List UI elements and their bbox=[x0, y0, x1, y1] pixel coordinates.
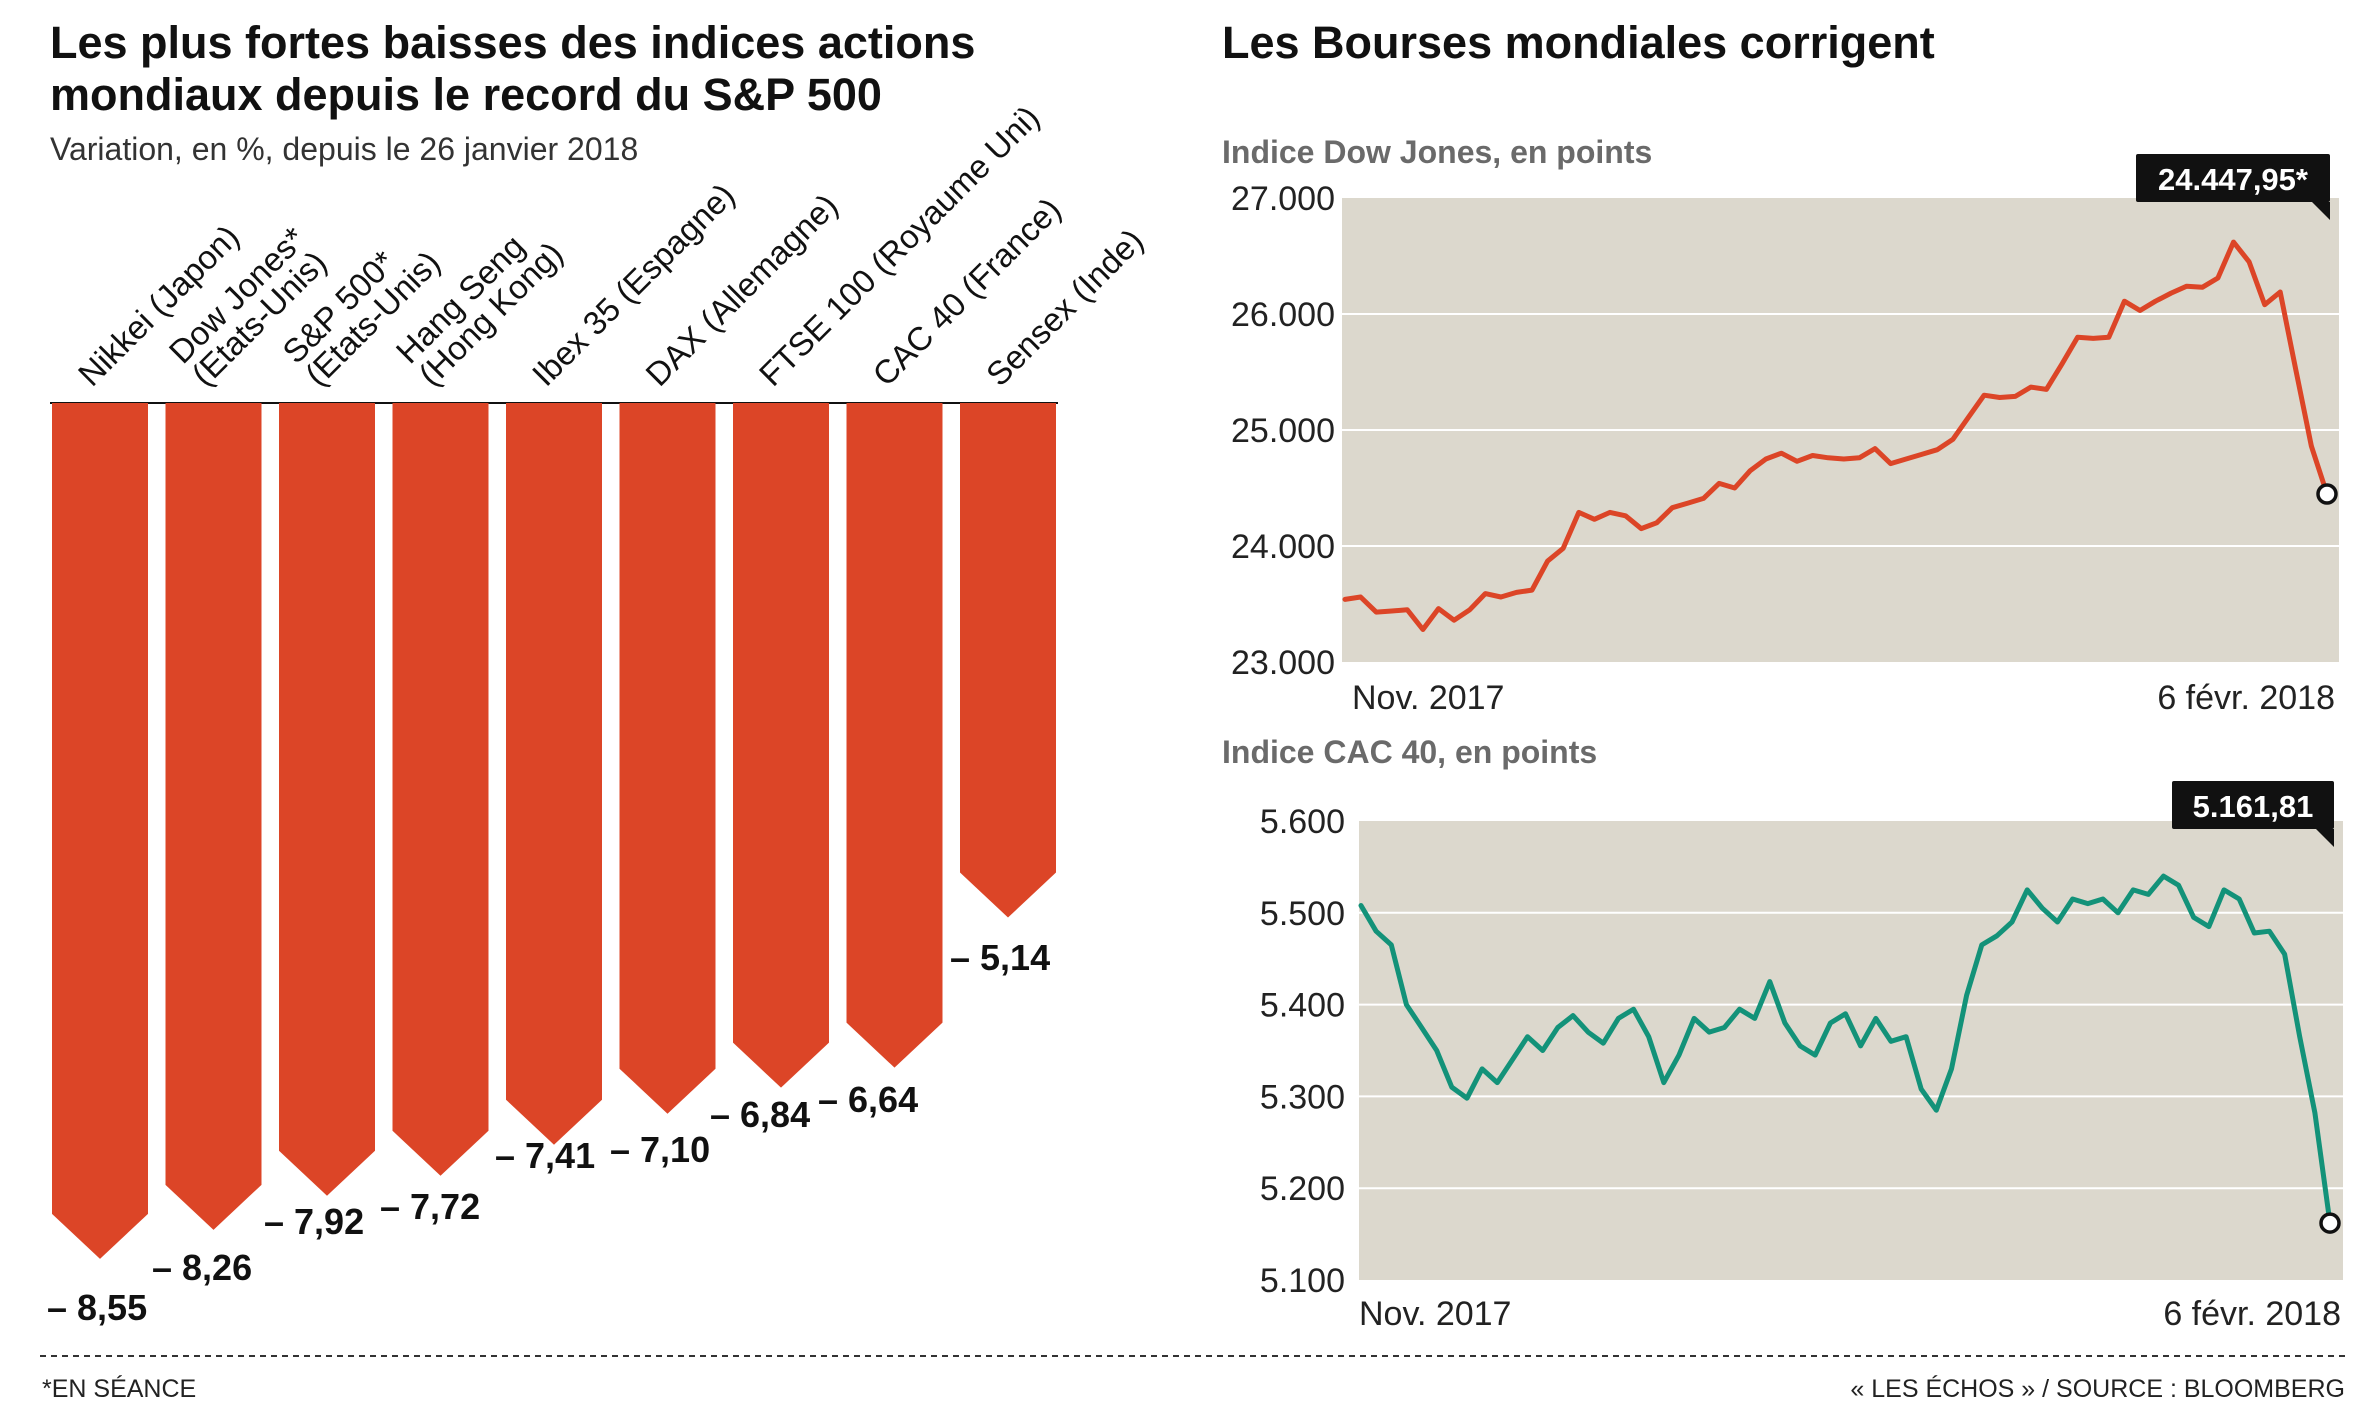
y-tick-label: 25.000 bbox=[1231, 412, 1335, 450]
bar-3 bbox=[279, 403, 375, 1196]
footer-source: « LES ÉCHOS » / SOURCE : BLOOMBERG bbox=[1850, 1374, 2345, 1403]
bar-chart-title: Les plus fortes baisses des indices acti… bbox=[50, 17, 975, 68]
y-tick-label: 5.500 bbox=[1260, 895, 1345, 933]
y-tick-label: 24.000 bbox=[1231, 528, 1335, 566]
y-tick-label: 5.300 bbox=[1260, 1078, 1345, 1116]
y-tick-label: 5.200 bbox=[1260, 1170, 1345, 1208]
bar-category-label-5: Ibex 35 (Espagne) bbox=[525, 176, 742, 393]
bar-value-labels: – 8,55– 8,26– 7,92– 7,72– 7,41– 7,10– 6,… bbox=[47, 937, 1050, 1328]
bar-chart: Les plus fortes baisses des indices acti… bbox=[47, 17, 1150, 1328]
bar-value-label-5: – 7,41 bbox=[495, 1135, 595, 1176]
dow-x-start-label: Nov. 2017 bbox=[1352, 679, 1504, 717]
bar-6 bbox=[619, 403, 716, 1114]
dow-last-point-marker bbox=[2316, 483, 2338, 505]
bar-value-label-1: – 8,55 bbox=[47, 1287, 147, 1328]
cac-last-value-flag: 5.161,81 bbox=[2172, 781, 2334, 847]
y-tick-label: 5.600 bbox=[1260, 803, 1345, 841]
bar-value-label-7: – 6,84 bbox=[710, 1094, 810, 1135]
line-charts-title: Les Bourses mondiales corrigent bbox=[1222, 17, 1935, 68]
bar-1 bbox=[52, 403, 148, 1259]
bar-chart-title-line-2: mondiaux depuis le record du S&P 500 bbox=[50, 69, 882, 120]
dow-flag-pointer bbox=[2312, 202, 2330, 220]
dow-last-value-label: 24.447,95* bbox=[2158, 162, 2309, 197]
bar-7 bbox=[733, 403, 829, 1088]
dow-x-end-label: 6 févr. 2018 bbox=[2157, 679, 2335, 717]
dow-gridlines bbox=[1342, 313, 2339, 547]
bar-category-label-8: CAC 40 (France) bbox=[865, 190, 1068, 393]
y-tick-label: 23.000 bbox=[1231, 644, 1335, 682]
cac-series-line bbox=[1358, 873, 2333, 1226]
y-tick-label: 26.000 bbox=[1231, 296, 1335, 334]
cac-chart-subtitle: Indice CAC 40, en points bbox=[1222, 734, 1597, 770]
dow-chart-subtitle: Indice Dow Jones, en points bbox=[1222, 134, 1652, 170]
bar-8 bbox=[846, 403, 943, 1068]
bar-category-label-6: DAX (Allemagne) bbox=[638, 187, 844, 393]
dow-flag-box bbox=[2136, 154, 2330, 202]
bar-2 bbox=[165, 403, 262, 1230]
y-tick-label: 5.100 bbox=[1260, 1262, 1345, 1300]
bar-value-label-9: – 5,14 bbox=[950, 937, 1050, 978]
cac-x-start-label: Nov. 2017 bbox=[1359, 1295, 1511, 1333]
category-label-line: CAC 40 (France) bbox=[865, 190, 1068, 393]
cac-x-end-label: 6 févr. 2018 bbox=[2163, 1295, 2341, 1333]
bar-value-label-3: – 7,92 bbox=[264, 1201, 364, 1242]
category-label-line: Ibex 35 (Espagne) bbox=[525, 176, 742, 393]
cac-plot-area bbox=[1359, 821, 2343, 1280]
dow-jones-chart: Indice Dow Jones, en points 23.000 24.000… bbox=[1222, 134, 2339, 717]
bars bbox=[52, 403, 1056, 1259]
bar-9 bbox=[960, 403, 1056, 918]
bar-4 bbox=[392, 403, 489, 1176]
cac-last-value-label: 5.161,81 bbox=[2193, 789, 2314, 824]
bar-chart-subtitle: Variation, en %, depuis le 26 janvier 20… bbox=[50, 131, 638, 167]
cac-flag-box bbox=[2172, 781, 2334, 829]
y-tick-label: 27.000 bbox=[1231, 180, 1335, 218]
bar-value-label-2: – 8,26 bbox=[152, 1247, 252, 1288]
dow-series-line bbox=[1342, 239, 2330, 632]
y-tick-label: 5.400 bbox=[1260, 987, 1345, 1025]
footer-note: *EN SÉANCE bbox=[42, 1374, 196, 1403]
dow-y-ticks: 23.000 24.000 25.000 26.000 27.000 bbox=[1231, 180, 1335, 682]
cac-y-ticks: 5.100 5.200 5.300 5.400 5.500 5.600 bbox=[1260, 803, 1345, 1300]
bar-value-label-4: – 7,72 bbox=[380, 1186, 480, 1227]
category-label-line: DAX (Allemagne) bbox=[638, 187, 844, 393]
cac-gridlines bbox=[1359, 911, 2343, 1190]
bar-5 bbox=[506, 403, 602, 1145]
bar-value-label-8: – 6,64 bbox=[818, 1079, 918, 1120]
dow-last-value-flag: 24.447,95* bbox=[2136, 154, 2330, 220]
cac-flag-pointer bbox=[2316, 829, 2334, 847]
cac-40-chart: Indice CAC 40, en points 5.100 5.200 5.300… bbox=[1222, 734, 2343, 1333]
bar-value-label-6: – 7,10 bbox=[610, 1129, 710, 1170]
cac-last-point-marker bbox=[2319, 1212, 2341, 1234]
